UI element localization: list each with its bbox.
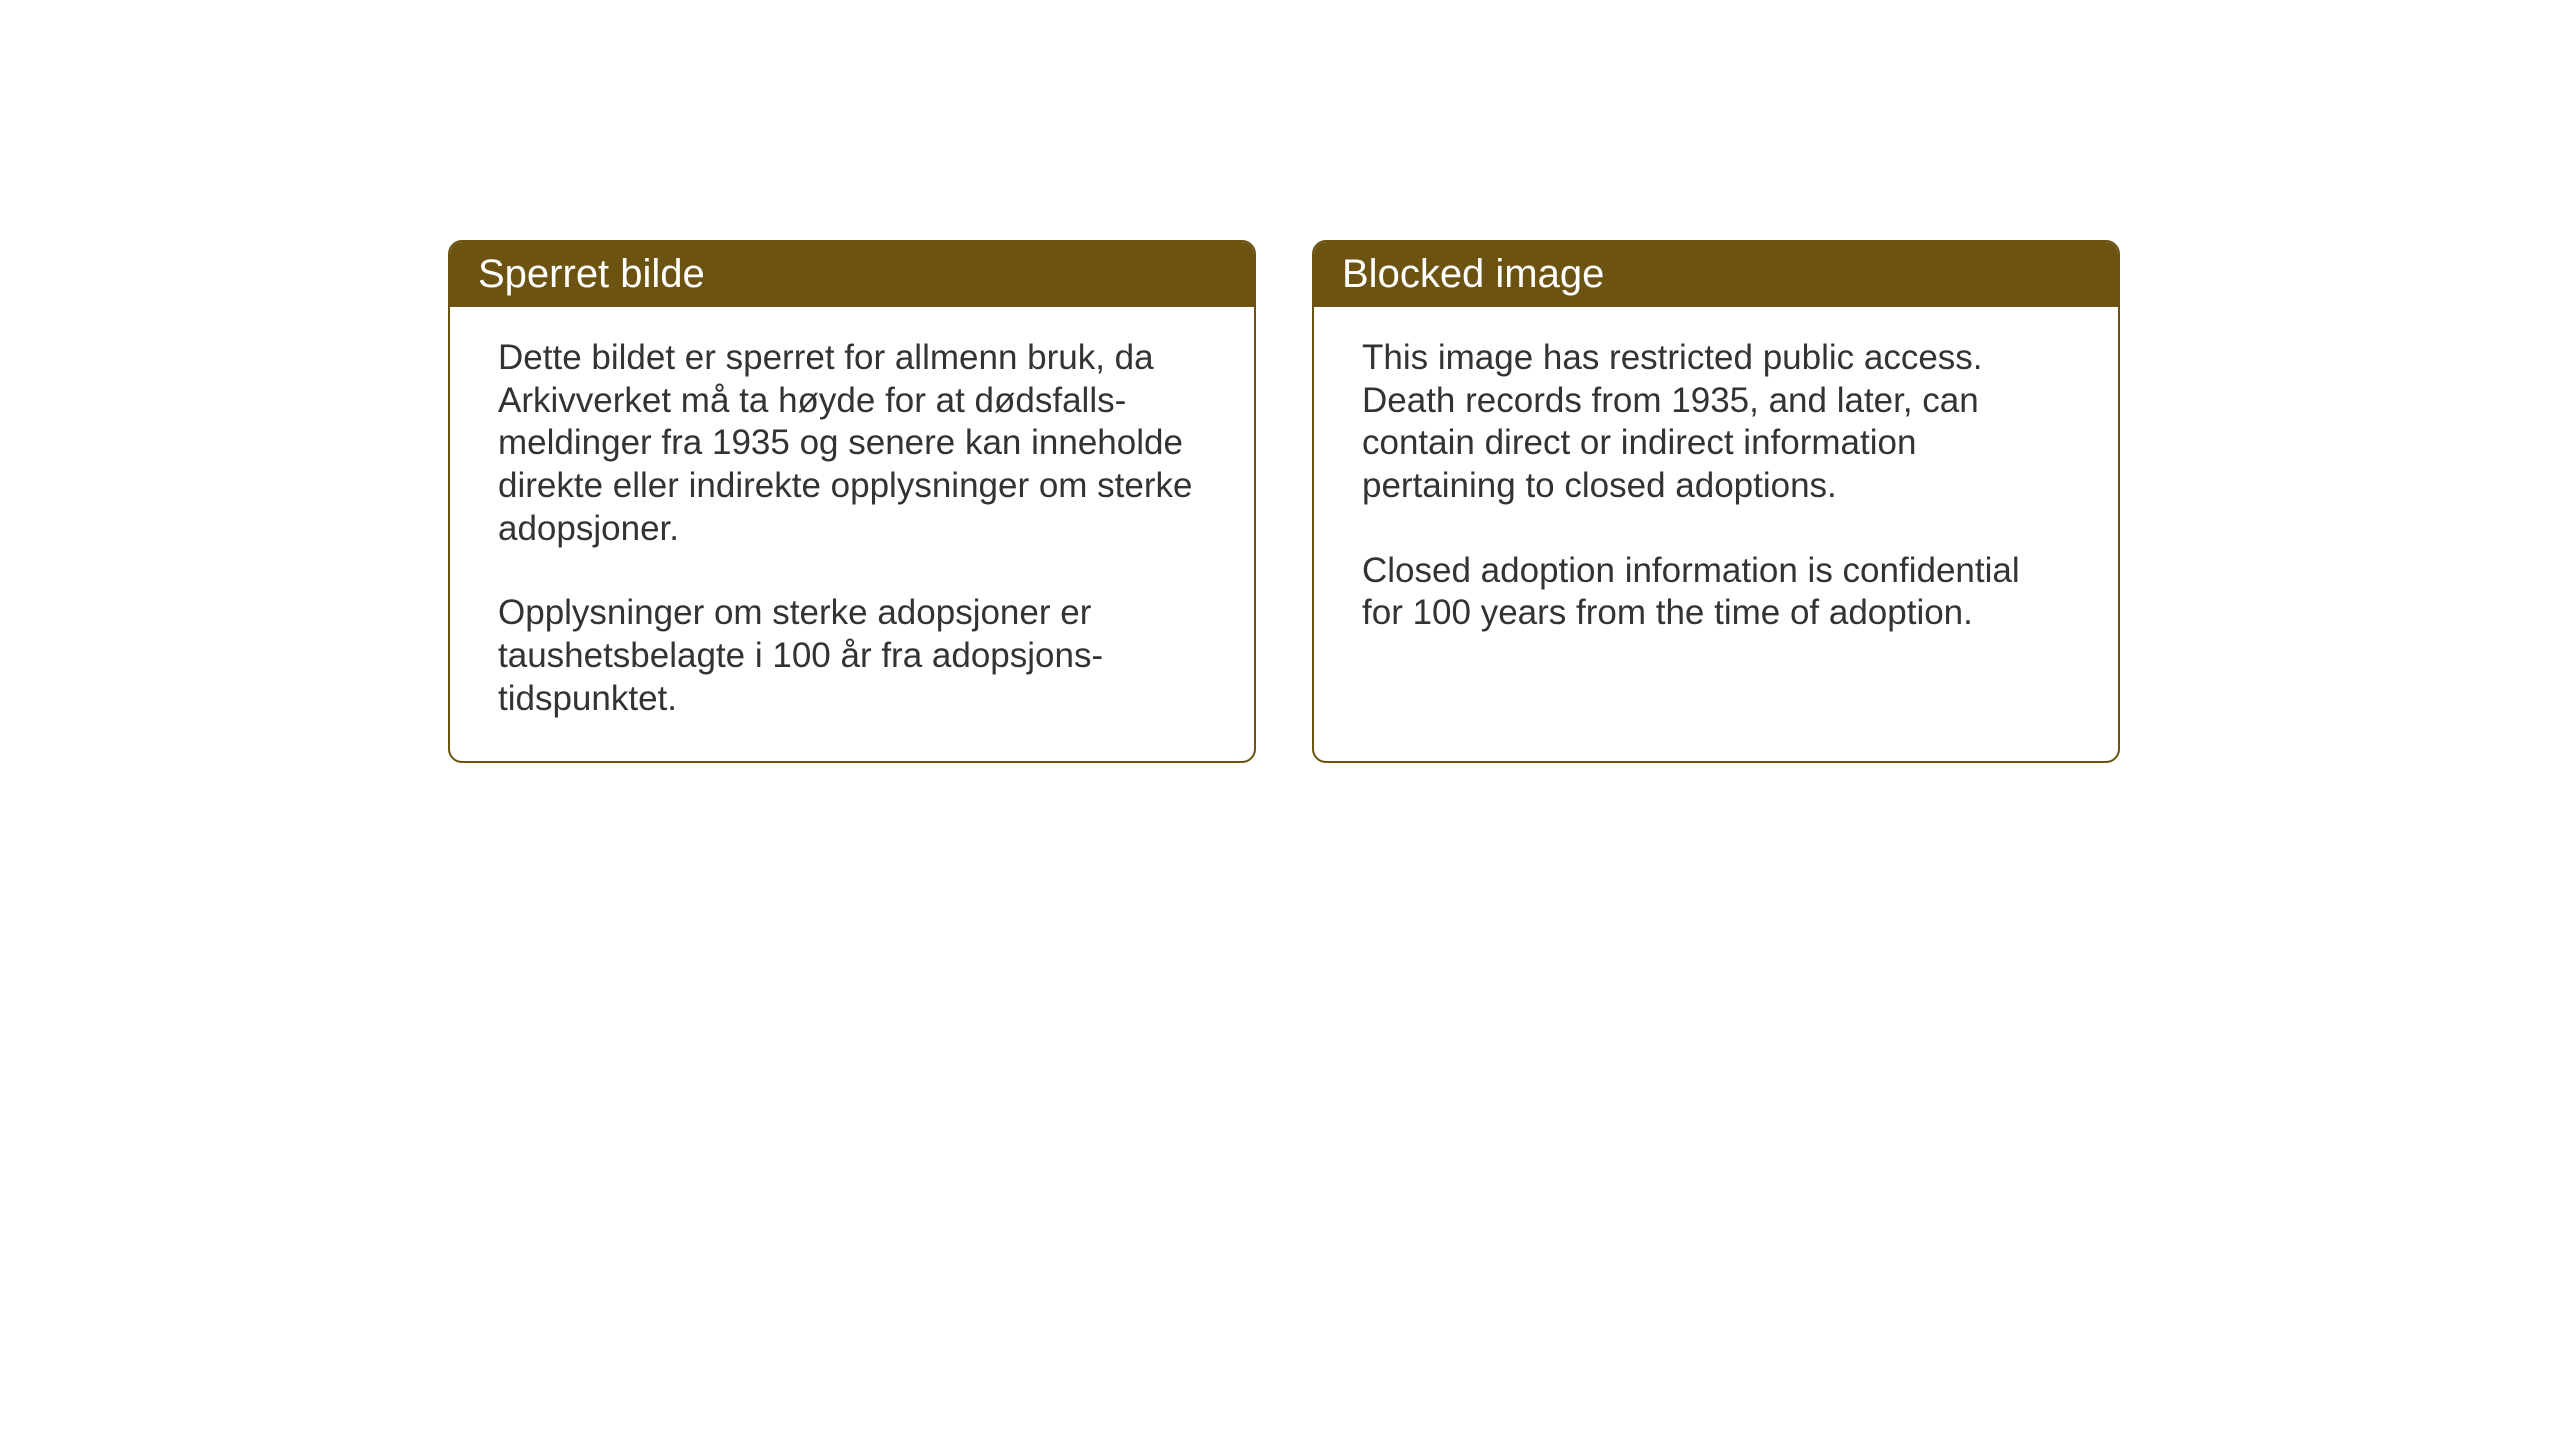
norwegian-card-header: Sperret bilde [450,242,1254,307]
english-card-body: This image has restricted public access.… [1314,307,2118,675]
english-card-header: Blocked image [1314,242,2118,307]
notice-container: Sperret bilde Dette bildet er sperret fo… [448,240,2120,763]
norwegian-paragraph-2: Opplysninger om sterke adopsjoner er tau… [498,592,1206,720]
english-paragraph-1: This image has restricted public access.… [1362,337,2070,508]
english-notice-card: Blocked image This image has restricted … [1312,240,2120,763]
norwegian-paragraph-1: Dette bildet er sperret for allmenn bruk… [498,337,1206,550]
english-paragraph-2: Closed adoption information is confident… [1362,550,2070,635]
norwegian-card-title: Sperret bilde [478,252,705,296]
english-card-title: Blocked image [1342,252,1604,296]
norwegian-card-body: Dette bildet er sperret for allmenn bruk… [450,307,1254,761]
norwegian-notice-card: Sperret bilde Dette bildet er sperret fo… [448,240,1256,763]
